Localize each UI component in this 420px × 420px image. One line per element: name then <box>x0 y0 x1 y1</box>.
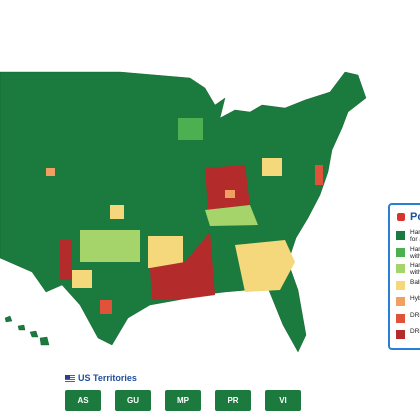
region <box>205 165 250 210</box>
legend-swatch <box>396 280 405 290</box>
legend-item: Hyb <box>396 295 420 311</box>
mainland <box>0 71 367 353</box>
region <box>315 165 323 185</box>
legend-label: Hanwith <box>410 246 420 260</box>
territory-button[interactable]: MP <box>165 390 201 411</box>
legend-title: Po <box>410 211 420 223</box>
region <box>148 236 183 268</box>
region <box>46 168 55 176</box>
legend-label: Hanfor a <box>410 229 420 243</box>
territory-button[interactable]: PR <box>215 390 251 411</box>
legend-line: DRE <box>410 328 420 335</box>
territories-title: US Territories <box>65 373 137 383</box>
legend-swatch <box>396 247 405 257</box>
legend-item: Hanwith <box>396 246 420 262</box>
legend-swatch <box>396 231 405 240</box>
region <box>225 190 235 198</box>
region <box>60 240 72 280</box>
legend-line: with <box>410 269 420 276</box>
legend-label: Hanwith <box>410 262 420 276</box>
legend-line: Han <box>410 262 420 269</box>
legend-label: DRE <box>410 312 420 319</box>
territories-label: US Territories <box>78 373 137 383</box>
legend-item: Hanwith <box>396 262 420 278</box>
territory-button[interactable]: VI <box>265 390 301 411</box>
region <box>205 205 258 226</box>
legend: Po Hanfor aHanwithHanwithBallHybDREDRE <box>388 203 420 350</box>
us-map <box>0 71 367 353</box>
legend-swatch <box>396 297 405 306</box>
legend-swatch <box>396 264 405 273</box>
legend-line: Han <box>410 245 420 253</box>
legend-swatch <box>396 330 405 339</box>
legend-label: Ball <box>410 279 420 286</box>
region <box>110 205 124 219</box>
legend-line: Ball <box>410 278 420 286</box>
legend-swatch <box>396 313 405 323</box>
region <box>100 300 112 314</box>
hawaii <box>4 315 50 346</box>
result-regions <box>46 118 323 314</box>
legend-line: Han <box>410 229 420 236</box>
legend-line: for a <box>410 236 420 243</box>
flag-icon <box>65 375 75 383</box>
region <box>150 232 215 300</box>
legend-label: DRE <box>410 328 420 335</box>
legend-line: Hyb <box>410 295 420 302</box>
territory-button[interactable]: GU <box>115 390 151 411</box>
legend-line: with <box>410 252 420 260</box>
region <box>72 270 92 288</box>
legend-label: Hyb <box>410 295 420 302</box>
legend-icon <box>397 213 405 221</box>
region <box>262 158 282 176</box>
legend-line: DRE <box>410 311 420 319</box>
territory-button[interactable]: AS <box>65 390 101 411</box>
legend-item: Ball <box>396 279 420 295</box>
region <box>235 240 295 292</box>
legend-item: Hanfor a <box>396 229 420 245</box>
region <box>178 118 203 140</box>
legend-item: DRE <box>396 312 420 328</box>
legend-item: DRE <box>396 328 420 344</box>
region <box>80 230 140 262</box>
